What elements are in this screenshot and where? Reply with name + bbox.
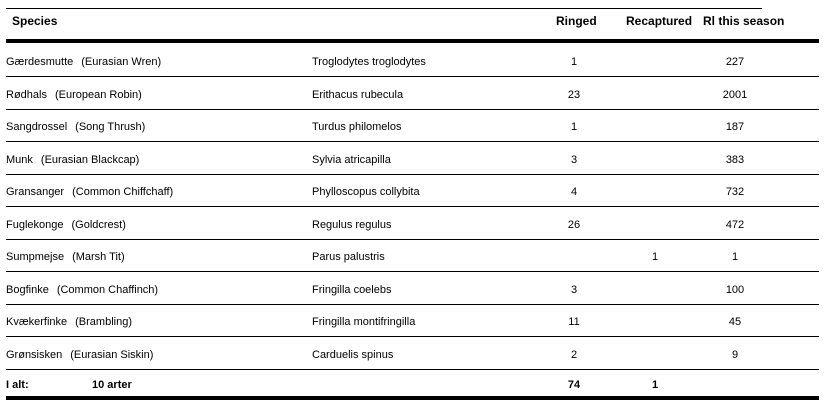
header-species: Species — [12, 14, 58, 28]
top-rule — [6, 8, 762, 9]
danish-name: Sangdrossel — [6, 121, 68, 133]
header-rule — [6, 39, 819, 43]
table-row: Fuglekonge (Goldcrest) Regulus regulus 26 47… — [6, 208, 819, 240]
danish-name: Munk — [6, 153, 33, 166]
common-name: Fuglekonge (Goldcrest) — [6, 219, 126, 231]
english-name: (Brambling) — [75, 316, 132, 328]
table-row: Kvækerfinke (Brambling) Fringilla montifri… — [6, 305, 819, 337]
row-divider — [6, 303, 819, 305]
table-row: Sumpmejse (Marsh Tit) Parus palustris 1 1 — [6, 240, 819, 272]
ringed-count: 23 — [567, 88, 581, 101]
season-count: 187 — [725, 121, 745, 133]
english-name: (Song Thrush) — [75, 121, 146, 133]
table-row: Rødhals (European Robin) Erithacus rubecul… — [6, 78, 819, 110]
danish-name: Grønsisken — [6, 348, 63, 361]
danish-name: Gransanger — [6, 186, 65, 198]
danish-name: Gærdesmutte — [6, 56, 74, 68]
ringed-count: 4 — [570, 186, 578, 198]
latin-name: Carduelis spinus — [312, 348, 394, 361]
season-count: 100 — [725, 283, 745, 296]
danish-name: Rødhals — [6, 88, 47, 101]
row-divider — [6, 108, 819, 110]
common-name: Grønsisken (Eurasian Siskin) — [6, 349, 153, 361]
english-name: (Eurasian Blackcap) — [40, 153, 140, 166]
row-divider — [6, 141, 819, 142]
ringed-count: 1 — [570, 121, 578, 133]
header-season: Rl this season — [703, 14, 785, 28]
common-name: Bogfinke (Common Chaffinch) — [6, 284, 158, 296]
english-name: (European Robin) — [54, 88, 142, 101]
row-divider — [6, 336, 819, 337]
latin-name: Regulus regulus — [312, 218, 392, 231]
latin-name: Troglodytes troglodytes — [312, 56, 426, 68]
header-recaptured: Recaptured — [626, 14, 693, 28]
common-name: Rødhals (European Robin) — [6, 89, 142, 101]
english-name: (Goldcrest) — [71, 218, 126, 231]
recaptured-count: 1 — [651, 251, 659, 263]
common-name: Gærdesmutte (Eurasian Wren) — [6, 56, 161, 68]
season-count: 1 — [731, 251, 739, 263]
total-recaptured: 1 — [651, 379, 659, 391]
ringed-count: 2 — [570, 348, 578, 361]
total-label: I alt: — [6, 379, 29, 391]
ringed-count: 11 — [568, 316, 580, 328]
english-name: (Marsh Tit) — [72, 251, 125, 263]
english-name: (Common Chiffchaff) — [72, 186, 174, 198]
season-count: 2001 — [722, 88, 748, 101]
total-row: I alt: 10 arter 74 1 — [6, 370, 819, 410]
common-name: Sangdrossel (Song Thrush) — [6, 121, 145, 133]
table-row: Grønsisken (Eurasian Siskin) Carduelis spi… — [6, 338, 819, 370]
danish-name: Kvækerfinke — [6, 316, 68, 328]
season-count: 9 — [731, 348, 739, 361]
table-row: Bogfinke (Common Chaffinch) Fringilla coel… — [6, 273, 819, 305]
row-divider — [6, 206, 819, 207]
ringed-count: 3 — [570, 153, 578, 166]
latin-name: Erithacus rubecula — [312, 88, 404, 101]
danish-name: Fuglekonge — [6, 218, 64, 231]
season-count: 45 — [728, 316, 742, 328]
row-divider — [6, 76, 819, 77]
latin-name: Sylvia atricapilla — [312, 153, 391, 166]
season-count: 383 — [725, 153, 745, 166]
table-row: Gærdesmutte (Eurasian Wren) Troglodytes tr… — [6, 45, 819, 77]
english-name: (Eurasian Wren) — [81, 56, 162, 68]
row-divider — [6, 238, 819, 240]
danish-name: Sumpmejse — [6, 251, 65, 263]
common-name: Gransanger (Common Chiffchaff) — [6, 186, 173, 198]
latin-name: Fringilla coelebs — [312, 283, 392, 296]
ringed-count: 1 — [570, 56, 578, 68]
season-count: 472 — [725, 218, 745, 231]
latin-name: Phylloscopus collybita — [312, 186, 420, 198]
danish-name: Bogfinke — [6, 283, 49, 296]
common-name: Sumpmejse (Marsh Tit) — [6, 251, 125, 263]
latin-name: Fringilla montifringilla — [312, 316, 416, 328]
total-ringed: 74 — [567, 379, 581, 391]
season-count: 732 — [725, 186, 745, 198]
table-row: Sangdrossel (Song Thrush) Turdus philomelo… — [6, 110, 819, 142]
english-name: (Common Chaffinch) — [56, 283, 159, 296]
row-divider — [6, 368, 819, 370]
ringed-count: 26 — [567, 218, 581, 231]
english-name: (Eurasian Siskin) — [70, 348, 154, 361]
common-name: Kvækerfinke (Brambling) — [6, 316, 132, 328]
latin-name: Parus palustris — [312, 251, 385, 263]
table-row: Munk (Eurasian Blackcap) Sylvia atricapill… — [6, 143, 819, 175]
row-divider — [6, 271, 819, 272]
ringed-count: 3 — [570, 283, 578, 296]
latin-name: Turdus philomelos — [312, 121, 402, 133]
row-divider — [6, 173, 819, 175]
season-count: 227 — [725, 56, 745, 68]
common-name: Munk (Eurasian Blackcap) — [6, 154, 139, 166]
header-ringed: Ringed — [556, 14, 597, 28]
total-species-count: 10 arter — [92, 379, 132, 391]
table-row: Gransanger (Common Chiffchaff) Phylloscopu… — [6, 175, 819, 207]
bottom-rule — [6, 396, 819, 400]
